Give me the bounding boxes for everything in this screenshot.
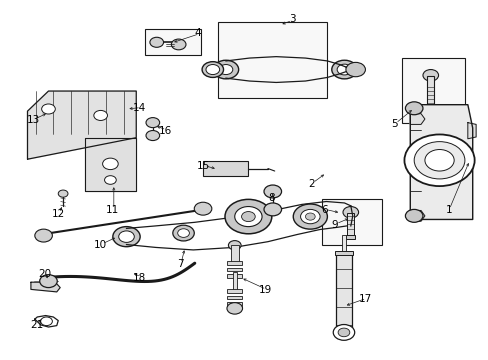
Bar (227, 302, 242, 306)
Circle shape (234, 207, 262, 226)
Polygon shape (84, 138, 136, 191)
Bar (321, 199, 382, 245)
Circle shape (202, 62, 223, 77)
Text: 8: 8 (267, 193, 274, 203)
Bar (203, 161, 247, 176)
Text: 4: 4 (194, 28, 201, 38)
Bar (227, 274, 242, 278)
Circle shape (405, 102, 422, 115)
Text: 18: 18 (133, 273, 146, 283)
Text: 14: 14 (133, 103, 146, 113)
Text: 21: 21 (31, 320, 44, 330)
Circle shape (224, 199, 271, 234)
Circle shape (300, 210, 320, 224)
Bar (227, 261, 242, 265)
Circle shape (342, 207, 358, 218)
Bar (341, 235, 345, 253)
Circle shape (345, 62, 365, 77)
Bar (232, 272, 236, 291)
Circle shape (405, 210, 422, 222)
Bar (426, 108, 434, 111)
Bar (346, 213, 353, 237)
Circle shape (219, 64, 232, 75)
Circle shape (172, 225, 194, 241)
Circle shape (336, 64, 351, 75)
Circle shape (264, 185, 281, 198)
Polygon shape (409, 211, 424, 221)
Circle shape (413, 141, 464, 179)
Text: 2: 2 (308, 179, 314, 189)
Circle shape (146, 118, 159, 128)
Bar (227, 296, 242, 300)
Circle shape (241, 212, 255, 222)
Circle shape (146, 131, 159, 140)
Bar (401, 58, 464, 123)
Circle shape (177, 229, 189, 237)
Circle shape (41, 104, 55, 114)
Circle shape (305, 213, 315, 220)
Circle shape (332, 324, 354, 340)
Bar (427, 76, 433, 110)
Circle shape (293, 204, 327, 229)
Circle shape (119, 231, 134, 242)
Circle shape (58, 190, 68, 197)
Circle shape (228, 240, 241, 250)
Text: 16: 16 (159, 126, 172, 135)
Circle shape (113, 226, 140, 247)
Text: 19: 19 (258, 285, 271, 296)
Circle shape (424, 149, 453, 171)
Polygon shape (27, 91, 136, 159)
Circle shape (213, 60, 238, 79)
Circle shape (331, 60, 356, 79)
Bar (227, 289, 242, 293)
Bar (334, 251, 352, 255)
Polygon shape (31, 282, 60, 292)
Circle shape (35, 229, 52, 242)
Polygon shape (409, 114, 424, 125)
Circle shape (40, 275, 57, 288)
Text: 12: 12 (52, 209, 65, 219)
Circle shape (226, 303, 242, 314)
Circle shape (404, 134, 474, 186)
Bar (335, 253, 351, 332)
Text: 6: 6 (321, 206, 327, 216)
Text: 20: 20 (38, 269, 51, 279)
Circle shape (104, 176, 116, 184)
Circle shape (102, 158, 118, 170)
Bar (217, 22, 327, 98)
Circle shape (94, 111, 107, 121)
Bar (144, 30, 200, 55)
Circle shape (194, 202, 211, 215)
Circle shape (171, 39, 185, 50)
Text: 11: 11 (106, 206, 119, 216)
Text: 10: 10 (94, 239, 107, 249)
Text: 7: 7 (177, 259, 183, 269)
Text: 1: 1 (445, 206, 452, 216)
Text: 5: 5 (390, 120, 397, 129)
Bar (227, 268, 242, 271)
Circle shape (264, 203, 281, 216)
Text: 17: 17 (358, 294, 371, 304)
Circle shape (205, 64, 219, 75)
Circle shape (41, 317, 52, 325)
Bar (230, 245, 238, 262)
Circle shape (150, 37, 163, 47)
Text: 15: 15 (196, 161, 209, 171)
Circle shape (337, 328, 349, 337)
Text: 13: 13 (27, 115, 41, 125)
Text: 3: 3 (288, 14, 295, 24)
Polygon shape (409, 105, 472, 220)
Text: 9: 9 (331, 220, 337, 230)
Bar (346, 235, 354, 239)
Polygon shape (467, 123, 475, 139)
Circle shape (422, 69, 438, 81)
